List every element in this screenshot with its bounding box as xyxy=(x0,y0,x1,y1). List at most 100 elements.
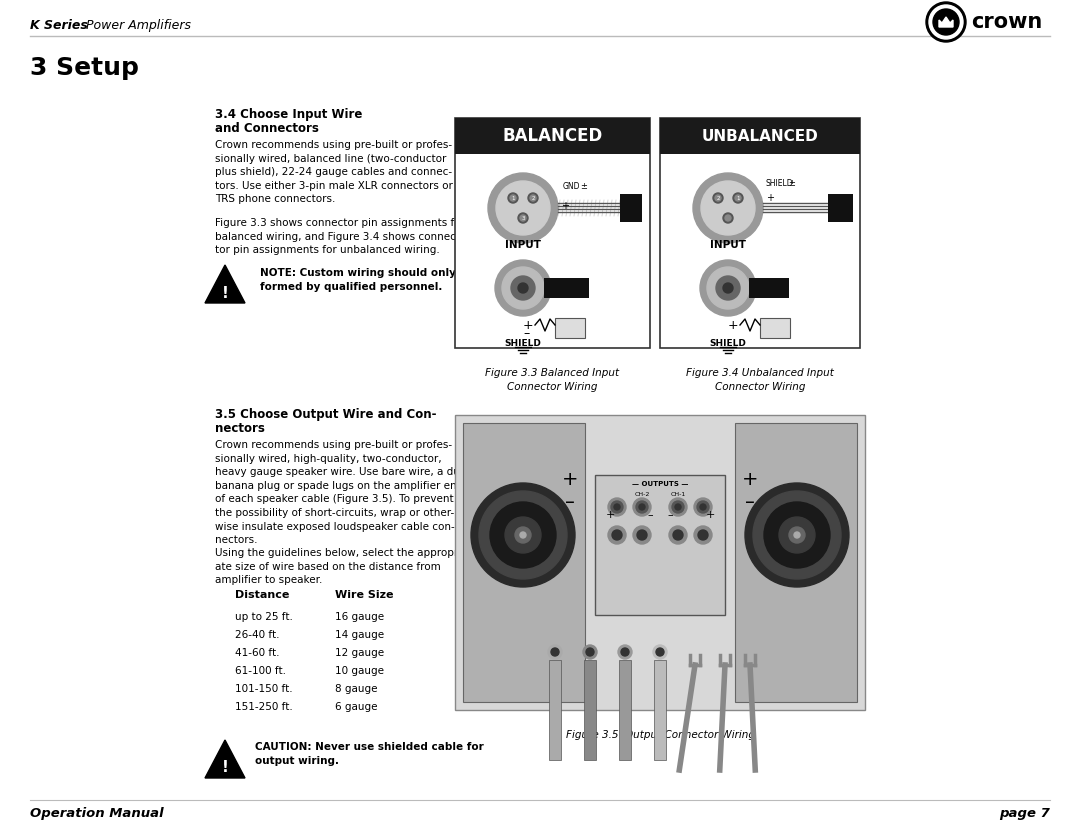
Circle shape xyxy=(933,9,959,35)
Polygon shape xyxy=(939,17,953,27)
Bar xyxy=(555,318,585,338)
Circle shape xyxy=(633,498,651,516)
Text: — OUTPUTS —: — OUTPUTS — xyxy=(632,481,688,487)
Text: Power Amplifiers: Power Amplifiers xyxy=(82,18,191,32)
Text: 2: 2 xyxy=(716,195,719,200)
Text: up to 25 ft.: up to 25 ft. xyxy=(235,612,293,622)
Text: +: + xyxy=(561,201,569,211)
Bar xyxy=(760,318,789,338)
Text: output wiring.: output wiring. xyxy=(255,756,339,766)
Bar xyxy=(584,660,596,760)
Bar xyxy=(549,660,561,760)
Text: 12 gauge: 12 gauge xyxy=(335,648,384,658)
Circle shape xyxy=(528,193,538,203)
Text: CH-2: CH-2 xyxy=(634,492,650,497)
Circle shape xyxy=(519,532,526,538)
Text: crown: crown xyxy=(971,12,1042,32)
Text: 1: 1 xyxy=(737,195,740,200)
Circle shape xyxy=(669,526,687,544)
Circle shape xyxy=(551,648,559,656)
Text: SHIELD: SHIELD xyxy=(710,339,746,348)
Text: Figure 3.3 shows connector pin assignments for
balanced wiring, and Figure 3.4 s: Figure 3.3 shows connector pin assignmen… xyxy=(215,218,465,255)
Circle shape xyxy=(511,276,535,300)
Circle shape xyxy=(701,181,755,235)
Circle shape xyxy=(505,517,541,553)
Circle shape xyxy=(502,267,544,309)
Circle shape xyxy=(764,502,831,568)
Bar xyxy=(619,660,631,760)
Bar xyxy=(735,423,858,702)
Text: 10 gauge: 10 gauge xyxy=(335,666,384,676)
Circle shape xyxy=(621,648,629,656)
Text: page 7: page 7 xyxy=(999,807,1050,821)
Polygon shape xyxy=(205,740,245,778)
Bar xyxy=(654,660,666,760)
Text: !: ! xyxy=(221,285,229,300)
Circle shape xyxy=(697,501,708,513)
Circle shape xyxy=(735,195,741,201)
Circle shape xyxy=(586,648,594,656)
Text: +: + xyxy=(605,510,615,520)
Circle shape xyxy=(656,648,664,656)
Text: +: + xyxy=(766,193,774,203)
Text: CAUTION: Never use shielded cable for: CAUTION: Never use shielded cable for xyxy=(255,742,484,752)
Circle shape xyxy=(700,504,706,510)
Circle shape xyxy=(694,498,712,516)
Text: –: – xyxy=(523,328,529,340)
Text: –: – xyxy=(745,493,755,511)
Circle shape xyxy=(495,260,551,316)
Circle shape xyxy=(618,645,632,659)
Text: NOTE: Custom wiring should only be per-
formed by qualified personnel.: NOTE: Custom wiring should only be per- … xyxy=(260,268,502,292)
Circle shape xyxy=(480,491,567,579)
Text: K Series: K Series xyxy=(30,18,87,32)
Text: INPUT: INPUT xyxy=(710,240,746,250)
Circle shape xyxy=(530,195,536,201)
Text: –: – xyxy=(647,510,652,520)
Text: 151-250 ft.: 151-250 ft. xyxy=(235,702,293,712)
Circle shape xyxy=(518,213,528,223)
Bar xyxy=(828,194,853,222)
Circle shape xyxy=(707,267,750,309)
Text: nectors: nectors xyxy=(215,422,265,435)
Bar xyxy=(455,118,650,154)
Circle shape xyxy=(725,215,731,221)
Text: Operation Manual: Operation Manual xyxy=(30,807,164,821)
Text: –: – xyxy=(667,510,673,520)
Circle shape xyxy=(698,530,708,540)
Text: 6 gauge: 6 gauge xyxy=(335,702,378,712)
Circle shape xyxy=(675,504,681,510)
Bar xyxy=(660,118,860,154)
Text: Crown recommends using pre-built or profes-
sionally wired, balanced line (two-c: Crown recommends using pre-built or prof… xyxy=(215,140,453,204)
Circle shape xyxy=(490,502,556,568)
Circle shape xyxy=(794,532,800,538)
Circle shape xyxy=(929,5,963,39)
Circle shape xyxy=(636,501,648,513)
Bar xyxy=(463,423,585,702)
Text: 2: 2 xyxy=(531,195,535,200)
Text: ±: ± xyxy=(788,178,795,188)
Circle shape xyxy=(715,195,721,201)
Bar xyxy=(595,475,725,615)
Circle shape xyxy=(612,530,622,540)
Circle shape xyxy=(471,483,575,587)
Text: Figure 3.5  Output Connector Wiring: Figure 3.5 Output Connector Wiring xyxy=(566,730,755,740)
Circle shape xyxy=(633,526,651,544)
Circle shape xyxy=(672,501,684,513)
Text: +: + xyxy=(523,319,534,331)
Text: GND: GND xyxy=(563,182,581,190)
Circle shape xyxy=(496,181,550,235)
Text: UNBALANCED: UNBALANCED xyxy=(702,128,819,143)
Text: 8 gauge: 8 gauge xyxy=(335,684,378,694)
Text: CH-1: CH-1 xyxy=(671,492,686,497)
Circle shape xyxy=(723,283,733,293)
Circle shape xyxy=(608,526,626,544)
Circle shape xyxy=(713,193,723,203)
Circle shape xyxy=(753,491,841,579)
Text: 1: 1 xyxy=(511,195,515,200)
Text: Crown recommends using pre-built or profes-
sionally wired, high-quality, two-co: Crown recommends using pre-built or prof… xyxy=(215,440,469,545)
Text: 3.4 Choose Input Wire: 3.4 Choose Input Wire xyxy=(215,108,363,121)
Circle shape xyxy=(653,645,667,659)
Bar xyxy=(544,278,589,298)
Circle shape xyxy=(515,527,531,543)
Circle shape xyxy=(488,173,558,243)
